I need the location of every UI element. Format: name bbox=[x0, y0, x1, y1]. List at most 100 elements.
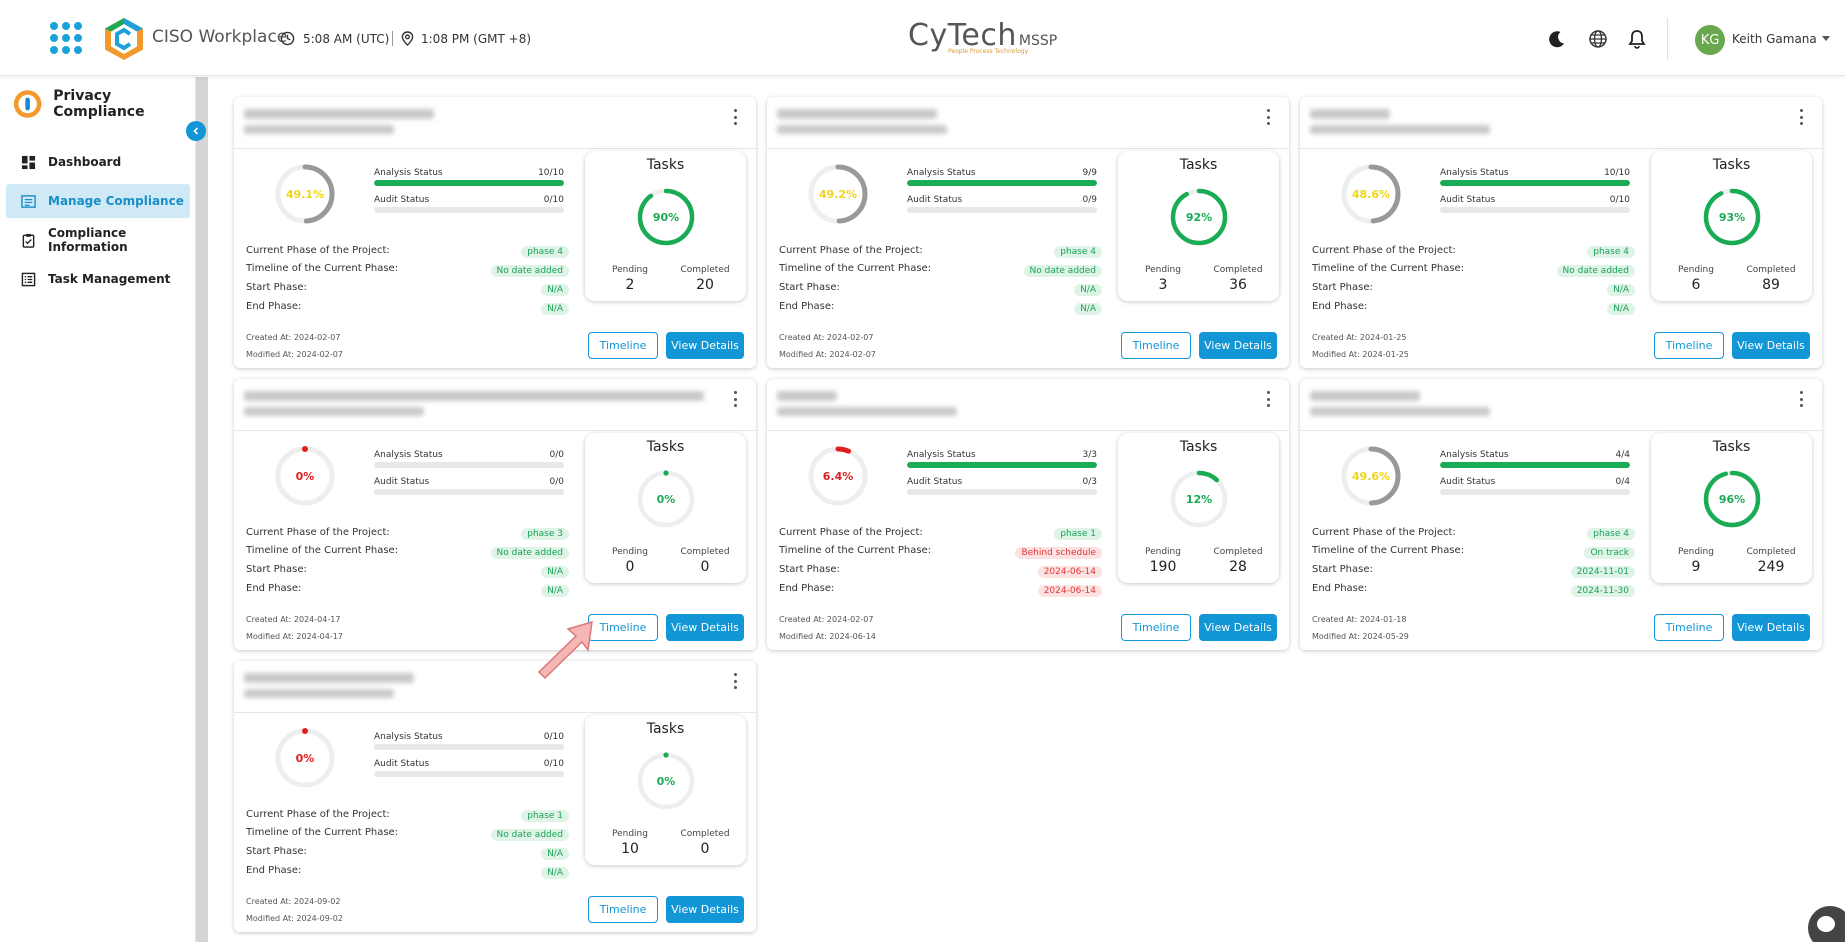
user-menu-caret-icon[interactable] bbox=[1822, 36, 1830, 41]
redacted-project-title bbox=[777, 109, 937, 119]
redacted-project-subtitle bbox=[244, 407, 424, 416]
more-options-icon[interactable] bbox=[732, 391, 738, 407]
completed-count: 36 bbox=[1229, 277, 1247, 293]
audit-status-bar bbox=[374, 207, 564, 213]
audit-status-value: 0/0 bbox=[549, 477, 564, 487]
redacted-project-title bbox=[244, 391, 704, 401]
timeline-button[interactable]: Timeline bbox=[1654, 614, 1724, 641]
end-phase-label: End Phase: bbox=[246, 301, 302, 312]
phase-badge: phase 4 bbox=[1054, 246, 1102, 258]
tasks-title: Tasks bbox=[646, 721, 685, 737]
redacted-project-subtitle bbox=[777, 407, 957, 416]
redacted-project-subtitle bbox=[1310, 407, 1490, 416]
modified-at: Modified At: 2024-02-07 bbox=[779, 350, 876, 359]
apps-grid-icon[interactable] bbox=[50, 22, 82, 54]
chat-support-icon[interactable] bbox=[1808, 906, 1845, 942]
timeline-button[interactable]: Timeline bbox=[1654, 332, 1724, 359]
more-options-icon[interactable] bbox=[1265, 109, 1271, 125]
redacted-project-subtitle bbox=[244, 689, 394, 698]
start-phase-label: Start Phase: bbox=[246, 564, 307, 575]
dark-mode-moon-icon[interactable] bbox=[1546, 28, 1568, 50]
start-phase-badge: N/A bbox=[541, 284, 569, 296]
tasks-title: Tasks bbox=[1179, 439, 1218, 455]
sidebar-item-dashboard[interactable]: Dashboard bbox=[6, 145, 190, 179]
language-globe-icon[interactable] bbox=[1587, 28, 1609, 50]
analysis-status-value: 4/4 bbox=[1615, 450, 1630, 460]
analysis-status: Analysis Status 9/9 bbox=[907, 168, 1097, 186]
notification-bell-icon[interactable] bbox=[1626, 28, 1648, 50]
created-at: Created At: 2024-01-18 bbox=[1312, 615, 1407, 624]
avatar[interactable]: KG bbox=[1695, 25, 1725, 55]
view-details-button[interactable]: View Details bbox=[666, 332, 744, 359]
sidebar-item-manage-compliance[interactable]: Manage Compliance bbox=[6, 184, 190, 218]
view-details-button[interactable]: View Details bbox=[666, 614, 744, 641]
brand-tagline: People Process Technology bbox=[948, 48, 1029, 55]
timeline-button[interactable]: Timeline bbox=[1121, 614, 1191, 641]
ciso-logo bbox=[105, 18, 143, 60]
completed-label: Completed bbox=[1213, 265, 1263, 275]
more-options-icon[interactable] bbox=[732, 673, 738, 689]
chevron-left-icon bbox=[193, 127, 199, 135]
start-phase-badge: N/A bbox=[541, 848, 569, 860]
sidebar-item-task-management[interactable]: Task Management bbox=[6, 262, 190, 296]
more-options-icon[interactable] bbox=[732, 109, 738, 125]
view-details-button[interactable]: View Details bbox=[666, 896, 744, 923]
analysis-status-label: Analysis Status bbox=[374, 168, 443, 178]
pending-label: Pending bbox=[612, 829, 648, 839]
pending-count: 0 bbox=[625, 559, 635, 575]
start-phase-label: Start Phase: bbox=[779, 564, 840, 575]
sidebar-item-label: Manage Compliance bbox=[48, 194, 184, 208]
completed-label: Completed bbox=[680, 265, 730, 275]
timeline-button[interactable]: Timeline bbox=[588, 332, 658, 359]
sidebar-item-compliance-information[interactable]: Compliance Information bbox=[6, 223, 190, 257]
sidebar-collapse-button[interactable] bbox=[186, 121, 206, 141]
end-phase-badge: N/A bbox=[541, 303, 569, 315]
analysis-status-bar bbox=[1440, 462, 1630, 468]
privacy-compliance-logo bbox=[13, 90, 42, 118]
audit-status: Audit Status 0/10 bbox=[1440, 195, 1630, 213]
completed-count: 28 bbox=[1229, 559, 1247, 575]
end-phase-label: End Phase: bbox=[246, 583, 302, 594]
created-at: Created At: 2024-09-02 bbox=[246, 897, 341, 906]
sidebar-scrollbar[interactable] bbox=[196, 77, 208, 942]
card-header bbox=[234, 379, 756, 431]
analysis-status: Analysis Status 0/0 bbox=[374, 450, 564, 468]
sidebar-item-label: Dashboard bbox=[48, 155, 122, 169]
analysis-status-bar bbox=[1440, 180, 1630, 186]
project-progress-ring bbox=[1341, 446, 1401, 506]
end-phase-label: End Phase: bbox=[1312, 301, 1368, 312]
pending-count: 6 bbox=[1691, 277, 1701, 293]
audit-status-label: Audit Status bbox=[907, 195, 963, 205]
analysis-status-value: 10/10 bbox=[538, 168, 564, 178]
view-details-button[interactable]: View Details bbox=[1732, 332, 1810, 359]
audit-status-bar bbox=[907, 207, 1097, 213]
card-header bbox=[767, 97, 1289, 149]
tasks-completion-label: 90% bbox=[652, 210, 680, 224]
view-details-button[interactable]: View Details bbox=[1732, 614, 1810, 641]
compliance-card: 6.4% Analysis Status 3/3 Audit Status 0/3 … bbox=[767, 379, 1289, 650]
pending-label: Pending bbox=[612, 547, 648, 557]
card-header bbox=[234, 661, 756, 713]
user-name[interactable]: Keith Gamana bbox=[1732, 32, 1817, 46]
pending-count: 9 bbox=[1691, 559, 1701, 575]
modified-at: Modified At: 2024-06-14 bbox=[779, 632, 876, 641]
timeline-button[interactable]: Timeline bbox=[588, 896, 658, 923]
more-options-icon[interactable] bbox=[1798, 391, 1804, 407]
more-options-icon[interactable] bbox=[1798, 109, 1804, 125]
dashboard-icon bbox=[21, 155, 36, 169]
analysis-status-bar bbox=[374, 462, 564, 468]
view-details-button[interactable]: View Details bbox=[1199, 332, 1277, 359]
tasks-completion-ring bbox=[637, 188, 695, 246]
more-options-icon[interactable] bbox=[1265, 391, 1271, 407]
analysis-status-value: 0/10 bbox=[543, 732, 564, 742]
timeline-button[interactable]: Timeline bbox=[1121, 332, 1191, 359]
project-progress-label: 49.6% bbox=[1351, 469, 1391, 483]
sidebar: Privacy Compliance Dashboard Manage Comp… bbox=[0, 77, 196, 942]
current-phase-label: Current Phase of the Project: bbox=[246, 245, 390, 256]
analysis-status-value: 0/0 bbox=[549, 450, 564, 460]
compliance-card: 49.2% Analysis Status 9/9 Audit Status 0/9… bbox=[767, 97, 1289, 368]
project-progress-label: 48.6% bbox=[1351, 187, 1391, 201]
local-time-text: 1:08 PM (GMT +8) bbox=[421, 31, 532, 46]
audit-status-value: 0/4 bbox=[1615, 477, 1630, 487]
view-details-button[interactable]: View Details bbox=[1199, 614, 1277, 641]
